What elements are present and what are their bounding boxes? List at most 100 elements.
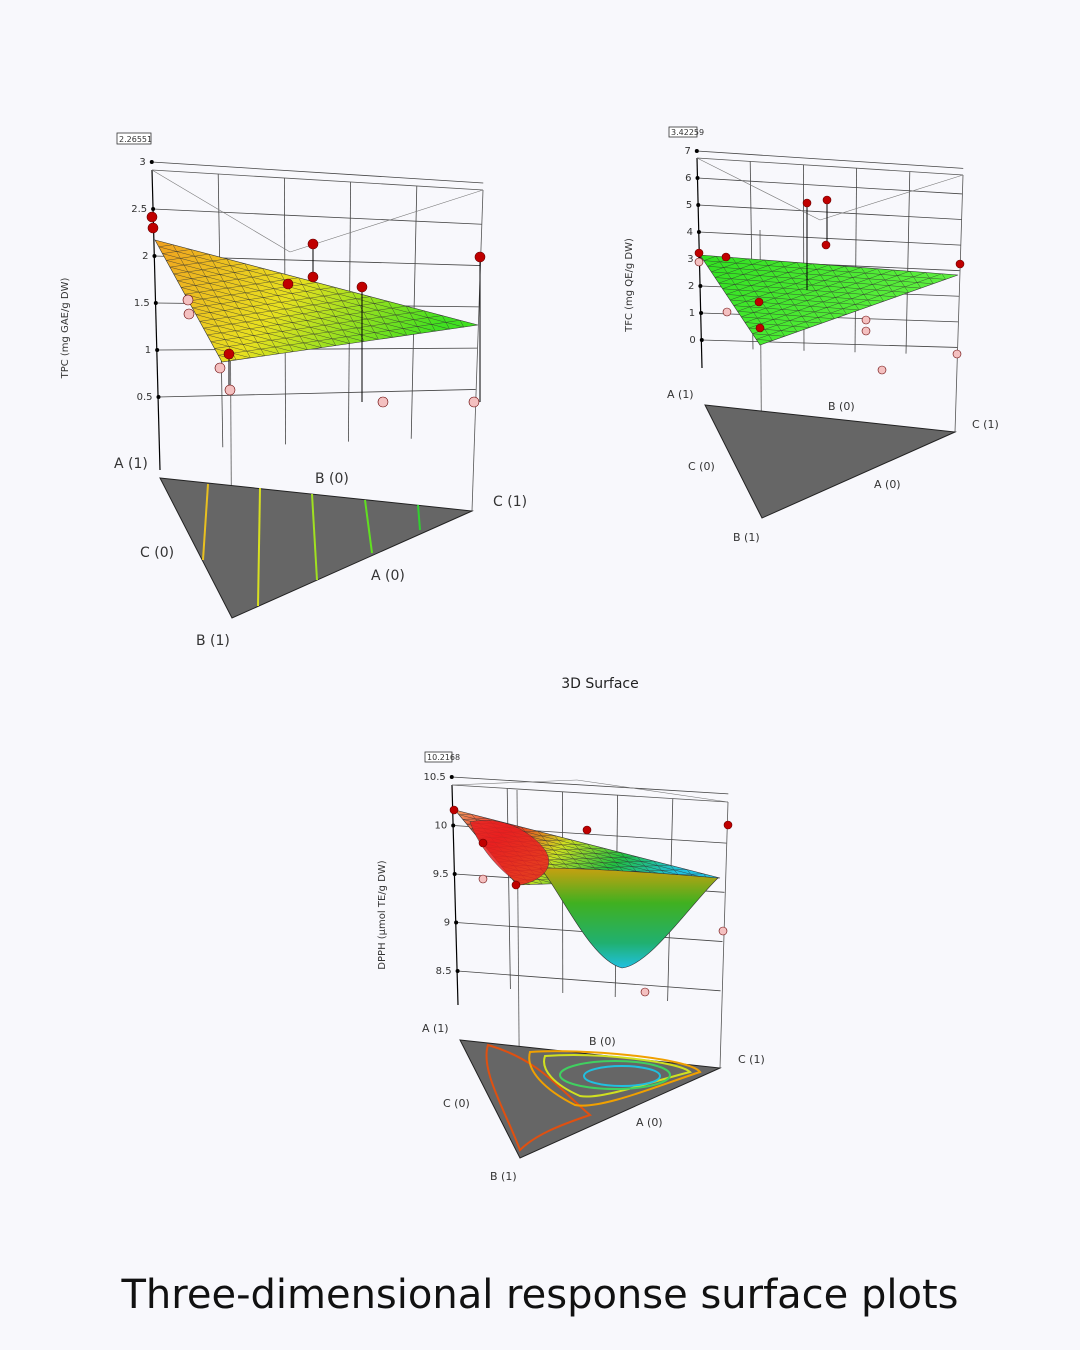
design-point [861,315,871,325]
design-point [511,880,521,890]
contour-line [257,487,261,607]
figure-caption: Three-dimensional response surface plots [121,1272,959,1318]
tick-mark [149,160,154,164]
mesh-line [210,341,265,357]
design-point [468,396,480,408]
z-tick-label: 0.5 [137,392,153,403]
vertex-label-b0: B (0) [828,400,855,413]
design-point [955,259,965,269]
contour-line [202,483,209,561]
vertex-label-a0: A (0) [874,478,901,491]
design-point [183,308,195,320]
mesh-line [195,291,353,315]
frame-edge [471,189,484,512]
gridline [698,204,962,220]
vertex-label-c1: C (1) [738,1053,765,1066]
vertex-label-b1: B (1) [490,1170,517,1183]
mesh-line [726,263,813,295]
mesh-line [188,282,317,302]
mesh-line [748,271,910,329]
z-tick-label: 7 [684,146,690,157]
design-point [182,294,194,306]
z-tick-label: 3 [687,254,693,265]
surface-plot-3: 10.5 10 9.5 9 8.5 10.2168 DPPH (µmol TE/g DW) A… [377,751,765,1183]
design-point [755,323,765,333]
mesh-line [741,268,878,318]
design-point [718,926,728,936]
z-axis-title: TPC (mg GAE/g DW) [60,278,71,380]
mesh-line [181,287,379,340]
design-point [478,874,488,884]
gridline [905,171,911,354]
vertex-label-a1: A (1) [667,388,694,401]
design-point [282,278,294,290]
mesh-line [388,301,408,336]
gridline [151,161,484,184]
design-point [582,825,592,835]
frame-edge [451,784,729,803]
design-point [377,396,389,408]
mesh-line [203,327,294,352]
design-point [224,384,236,396]
design-point [952,349,962,359]
mesh-line [718,261,781,284]
design-point [356,281,368,293]
design-point [307,271,319,283]
gridline [158,389,476,398]
vertex-label-b0: B (0) [315,471,349,487]
mesh-line [218,320,461,356]
gridline [457,970,721,992]
vertex-label-c1: C (1) [493,494,527,510]
vertex-label-b0: B (0) [589,1035,616,1048]
design-point [821,240,831,250]
tick-mark [694,149,699,153]
design-point [694,248,704,258]
mesh-line [166,260,436,332]
design-point [307,238,319,250]
z-tick-label: 9.5 [433,869,449,880]
frame-edge [954,174,964,433]
mesh-line [703,260,946,280]
mesh-line [756,339,773,341]
mesh-line [780,261,823,324]
design-point [478,838,488,848]
response-surface-peak [469,820,550,886]
frame-edge [151,169,484,191]
mesh-line [733,266,846,306]
vertex-label-c1: C (1) [972,418,999,431]
gridline [153,208,482,225]
design-point [802,198,812,208]
design-point [474,251,486,263]
frame-edge [696,157,821,221]
mesh-line [756,273,942,340]
design-point [223,348,235,360]
current-value: 10.2168 [427,753,460,762]
current-value-box [116,132,152,145]
mesh-line [190,249,251,358]
mesh-line [732,257,785,337]
gridline [157,347,478,351]
mesh-line [162,253,450,330]
design-point [754,297,764,307]
vertex-label-c0: C (0) [443,1097,470,1110]
mesh-line [726,294,872,306]
design-point [449,805,459,815]
tick-mark [449,775,454,779]
frame-edge [289,189,484,253]
mesh-line [844,266,872,306]
contour-line [559,1060,671,1090]
mesh-line [423,310,436,332]
vertex-label-a1: A (1) [114,456,148,472]
mesh-line [459,320,464,328]
mesh-line [352,291,379,340]
z-tick-label: 2 [688,281,694,292]
z-tick-label: 3 [139,157,145,168]
contour-line [528,1050,702,1107]
z-tick-label: 9 [444,918,450,929]
mesh-line [752,272,926,334]
base-triangle [704,404,957,519]
design-point [214,362,226,374]
z-tick-label: 5 [686,200,692,211]
design-point [640,987,650,997]
